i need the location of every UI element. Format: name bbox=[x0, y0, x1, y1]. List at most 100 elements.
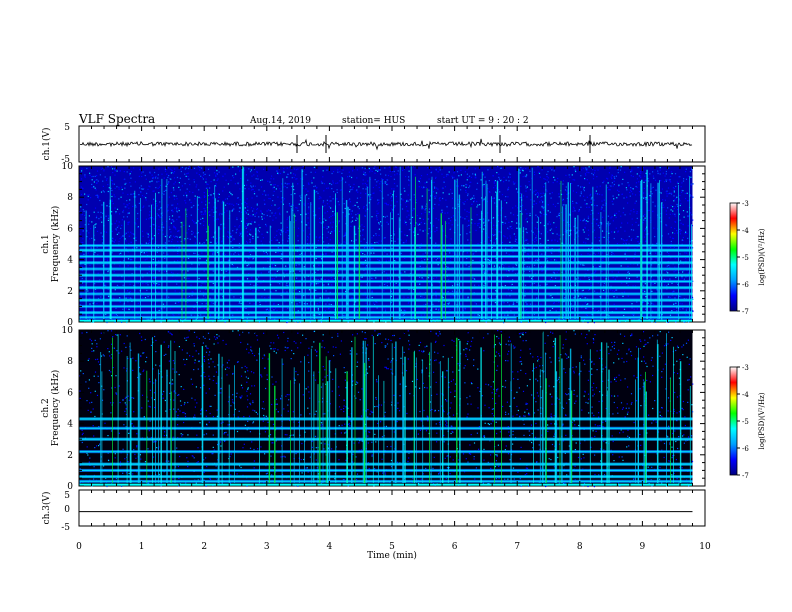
spectrogram-noise bbox=[467, 297, 469, 299]
spectrogram-noise bbox=[684, 257, 687, 260]
spectrogram-noise bbox=[594, 237, 596, 239]
spectrogram-noise bbox=[624, 214, 626, 216]
spectrogram-noise bbox=[505, 247, 507, 249]
spectrogram-noise bbox=[197, 166, 199, 168]
spectrogram-noise bbox=[598, 240, 601, 242]
spectrogram-noise bbox=[191, 206, 193, 208]
spectrogram-noise bbox=[420, 243, 422, 245]
spectrogram-noise bbox=[258, 189, 260, 191]
spectrogram-noise bbox=[513, 314, 515, 316]
spectrogram-noise bbox=[492, 234, 494, 236]
spectrogram-noise bbox=[521, 204, 524, 206]
spectrogram-noise bbox=[258, 321, 261, 323]
spectrogram-noise bbox=[655, 257, 657, 259]
spectrogram-noise bbox=[90, 228, 92, 230]
spectrogram-noise bbox=[128, 235, 130, 237]
spectrogram-noise bbox=[156, 263, 158, 265]
spectrogram-noise bbox=[378, 202, 380, 204]
spectrogram-noise bbox=[125, 232, 127, 234]
spectrogram-noise bbox=[332, 210, 334, 213]
spectrogram-noise bbox=[442, 192, 444, 194]
spectrogram-noise bbox=[183, 247, 185, 250]
spectrogram-noise bbox=[663, 181, 666, 183]
spectrogram-noise bbox=[670, 175, 672, 177]
spectrogram-noise bbox=[94, 283, 96, 285]
spectrogram-noise bbox=[349, 191, 351, 193]
spectrogram-noise bbox=[95, 217, 98, 219]
spectrogram-noise bbox=[329, 196, 331, 198]
spectrogram-noise bbox=[532, 283, 534, 285]
spectrogram-noise bbox=[246, 242, 249, 244]
spectrogram-noise bbox=[616, 308, 618, 310]
spectrogram-noise bbox=[630, 189, 632, 191]
spectrogram-noise bbox=[288, 230, 290, 232]
spectrogram-noise bbox=[279, 283, 281, 285]
spectrogram-noise bbox=[593, 322, 595, 324]
spectrogram-noise bbox=[364, 215, 366, 217]
spectrogram-noise bbox=[86, 230, 88, 232]
spectrogram-noise bbox=[317, 282, 319, 285]
spectrogram-noise bbox=[400, 198, 403, 200]
spectrogram-noise bbox=[406, 216, 408, 218]
spectrogram-noise bbox=[170, 231, 172, 233]
spectrogram-noise bbox=[580, 169, 583, 171]
spectrogram-noise bbox=[93, 186, 95, 188]
spectrogram-noise bbox=[159, 201, 161, 203]
spectrogram-noise bbox=[553, 176, 555, 178]
spectrogram-noise bbox=[467, 296, 469, 298]
spectrogram-noise bbox=[540, 233, 542, 235]
spectrogram-noise bbox=[224, 198, 226, 200]
spectrogram-noise bbox=[358, 186, 360, 188]
spectrogram-noise bbox=[249, 223, 251, 225]
spectrogram-noise bbox=[363, 171, 365, 173]
spectrogram-noise bbox=[173, 225, 175, 227]
spectrogram-noise bbox=[616, 197, 618, 199]
spectrogram-noise bbox=[670, 226, 672, 229]
spectrogram-noise bbox=[508, 265, 510, 267]
spectrogram-noise bbox=[298, 290, 300, 292]
spectrogram-noise bbox=[115, 229, 118, 231]
spectrogram-noise bbox=[201, 213, 203, 215]
spectrogram-noise bbox=[676, 203, 678, 206]
spectrogram-noise bbox=[309, 242, 311, 245]
spectrogram-noise bbox=[421, 195, 423, 197]
spectrogram-noise bbox=[374, 166, 376, 168]
spectrogram-noise bbox=[563, 204, 565, 206]
spectrogram-noise bbox=[577, 277, 579, 279]
spectrogram-noise bbox=[555, 277, 557, 279]
spectrogram-noise bbox=[275, 307, 277, 309]
spectrogram-noise bbox=[211, 302, 213, 304]
spectrogram-noise bbox=[246, 226, 248, 228]
spectrogram-noise bbox=[622, 212, 624, 214]
spectrogram-noise bbox=[586, 168, 588, 170]
spectrogram-noise bbox=[344, 215, 346, 217]
spectrogram-noise bbox=[262, 237, 264, 239]
spectrogram-noise bbox=[386, 221, 388, 223]
spectrogram-noise bbox=[212, 236, 214, 238]
spectrogram-noise bbox=[394, 205, 396, 207]
spectrogram-noise bbox=[601, 230, 604, 232]
spectrogram-noise bbox=[519, 192, 521, 194]
spectrogram-noise bbox=[673, 208, 675, 210]
spectrogram-noise bbox=[256, 208, 258, 211]
spectrogram-noise bbox=[466, 233, 468, 235]
spectrogram-noise bbox=[326, 210, 329, 213]
spectrogram-noise bbox=[678, 247, 680, 249]
spectrogram-noise bbox=[126, 171, 128, 173]
spectrogram-noise bbox=[384, 182, 386, 184]
spectrogram-noise bbox=[247, 213, 249, 215]
spectrogram-noise bbox=[295, 178, 297, 180]
spectrogram-noise bbox=[147, 284, 149, 286]
spectrogram-noise bbox=[361, 276, 363, 278]
spectrogram-noise bbox=[400, 272, 402, 274]
spectrogram-noise bbox=[645, 228, 647, 230]
spectrogram-noise bbox=[135, 196, 137, 198]
spectrogram-noise bbox=[511, 283, 513, 285]
spectrogram-noise bbox=[190, 201, 192, 204]
spectrogram-noise bbox=[275, 239, 277, 241]
spectrogram-noise bbox=[672, 232, 674, 234]
spectrogram-noise bbox=[176, 218, 178, 221]
spectrogram-noise bbox=[630, 239, 632, 241]
spectrogram-noise bbox=[480, 264, 482, 266]
spectrogram-noise bbox=[487, 259, 489, 261]
